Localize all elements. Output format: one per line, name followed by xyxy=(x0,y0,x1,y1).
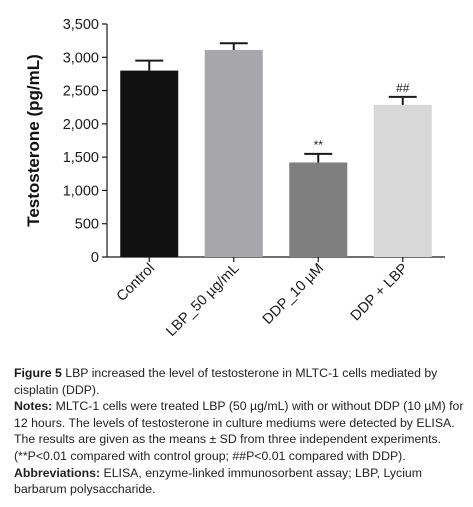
y-tick-label: 2,000 xyxy=(63,117,99,133)
y-tick-label: 3,500 xyxy=(63,17,99,33)
x-tick-label: LBP_50 µg/mL xyxy=(163,261,242,340)
abbreviations-line: Abbreviations: ELISA, enzyme-linked immu… xyxy=(14,465,466,498)
x-tick-label: Control xyxy=(114,261,158,305)
bar xyxy=(373,104,432,258)
y-tick-label: 3,000 xyxy=(63,50,99,66)
bar-chart: 0 500 1,000 1,500 2,000 2,500 3,000 3,500 Testos… xyxy=(24,17,445,340)
y-tick-label: 1,500 xyxy=(63,150,99,166)
y-tick-label: 500 xyxy=(75,217,99,233)
figure-label: Figure 5 xyxy=(14,366,62,380)
bar xyxy=(120,70,179,257)
abbreviations-label: Abbreviations: xyxy=(14,465,101,480)
figure-title-line: Figure 5 LBP increased the level of test… xyxy=(14,365,466,398)
bar xyxy=(289,162,348,257)
x-tick-label: DDP_10 µM xyxy=(260,261,327,328)
abbreviations-text: ELISA, enzyme-linked immunosorbent assay… xyxy=(14,465,423,497)
notes-text: MLTC-1 cells were treated LBP (50 µg/mL)… xyxy=(14,399,464,463)
notes-line: Notes: MLTC-1 cells were treated LBP (50… xyxy=(14,398,466,464)
x-tick-label: DDP + LBP xyxy=(348,261,412,325)
notes-label: Notes: xyxy=(14,399,53,414)
figure-caption: Figure 5 LBP increased the level of test… xyxy=(14,365,466,498)
y-tick-label: 1,000 xyxy=(63,183,99,199)
significance-label: ## xyxy=(396,81,410,95)
y-tick-label: 0 xyxy=(91,250,99,266)
bar xyxy=(204,49,263,257)
significance-label: ** xyxy=(314,138,324,152)
figure-description: LBP increased the level of testosterone … xyxy=(14,366,438,397)
y-tick-label: 2,500 xyxy=(63,84,99,100)
y-axis-title: Testosterone (pg/mL) xyxy=(24,54,43,227)
